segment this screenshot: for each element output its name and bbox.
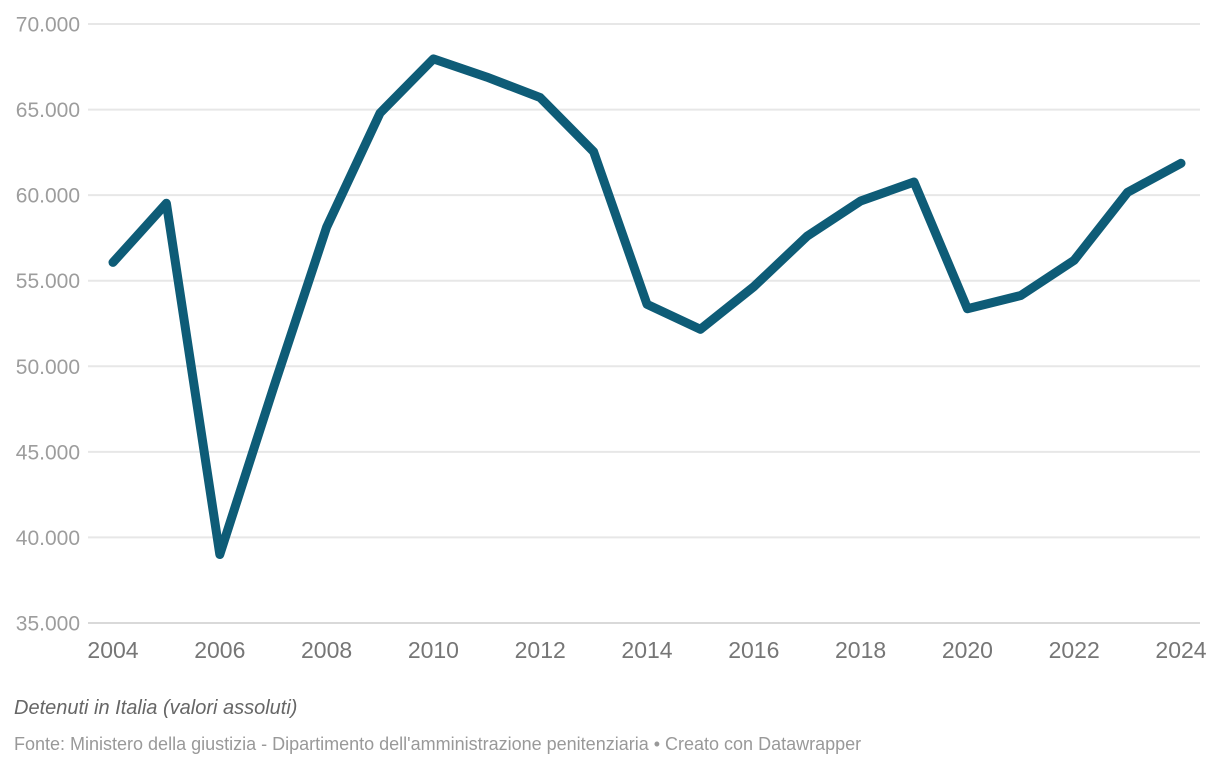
x-tick-label-2022: 2022	[1049, 637, 1100, 663]
y-tick-label-60000: 60.000	[16, 185, 80, 208]
y-tick-label-50000: 50.000	[16, 356, 80, 379]
y-tick-label-70000: 70.000	[16, 14, 80, 37]
x-tick-label-2004: 2004	[87, 637, 138, 663]
x-tick-label-2016: 2016	[728, 637, 779, 663]
data-line-detenuti	[108, 54, 1186, 559]
x-tick-label-2014: 2014	[621, 637, 672, 663]
chart-title: Detenuti in Italia (valori assoluti)	[14, 697, 298, 719]
y-tick-label-65000: 65.000	[16, 99, 80, 122]
x-tick-label-2010: 2010	[408, 637, 459, 663]
y-tick-label-35000: 35.000	[16, 613, 80, 636]
x-tick-label-2018: 2018	[835, 637, 886, 663]
x-tick-label-2020: 2020	[942, 637, 993, 663]
y-tick-label-55000: 55.000	[16, 270, 80, 293]
x-tick-label-2006: 2006	[194, 637, 245, 663]
chart-canvas: 35.000 40.000 45.000 50.000 55.000 60.000 65.0…	[16, 14, 1207, 664]
chart-source: Fonte: Ministero della giustizia - Dipar…	[14, 734, 862, 754]
x-tick-label-2012: 2012	[515, 637, 566, 663]
x-tick-label-2008: 2008	[301, 637, 352, 663]
x-tick-label-2024: 2024	[1155, 637, 1206, 663]
chart-footer: Detenuti in Italia (valori assoluti) Fon…	[14, 696, 1206, 756]
y-tick-label-40000: 40.000	[16, 527, 80, 550]
y-tick-label-45000: 45.000	[16, 441, 80, 464]
